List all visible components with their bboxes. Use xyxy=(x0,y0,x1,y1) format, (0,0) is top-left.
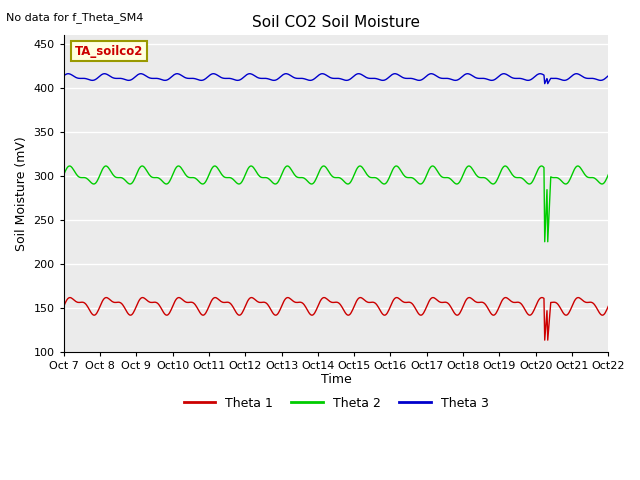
X-axis label: Time: Time xyxy=(321,373,351,386)
Line: Theta 1: Theta 1 xyxy=(64,298,608,340)
Theta 2 xyxy=(604,172,612,178)
Text: No data for f_Theta_SM4: No data for f_Theta_SM4 xyxy=(6,12,144,23)
Theta 3 xyxy=(180,74,188,80)
Theta 3 xyxy=(541,81,548,86)
Theta 1 xyxy=(60,303,68,309)
Theta 2 xyxy=(541,239,548,245)
Title: Soil CO2 Soil Moisture: Soil CO2 Soil Moisture xyxy=(252,15,420,30)
Theta 1 xyxy=(541,337,548,343)
Theta 1 xyxy=(435,298,442,304)
Theta 3 xyxy=(65,71,72,77)
Theta 1 xyxy=(328,300,335,305)
Theta 1 xyxy=(502,295,509,300)
Theta 2 xyxy=(328,173,336,179)
Theta 3 xyxy=(204,74,211,80)
Theta 2 xyxy=(180,169,188,175)
Line: Theta 3: Theta 3 xyxy=(64,74,608,84)
Theta 2 xyxy=(556,177,564,182)
Text: TA_soilco2: TA_soilco2 xyxy=(75,45,143,58)
Theta 1 xyxy=(381,312,388,318)
Theta 1 xyxy=(556,304,564,310)
Theta 2 xyxy=(66,163,74,169)
Theta 3 xyxy=(556,76,564,82)
Theta 1 xyxy=(604,303,612,309)
Theta 2 xyxy=(381,181,389,187)
Theta 2 xyxy=(204,176,211,181)
Theta 2 xyxy=(435,170,443,176)
Legend: Theta 1, Theta 2, Theta 3: Theta 1, Theta 2, Theta 3 xyxy=(179,392,493,415)
Theta 1 xyxy=(179,298,187,303)
Line: Theta 2: Theta 2 xyxy=(64,166,608,242)
Theta 1 xyxy=(203,309,211,314)
Theta 3 xyxy=(604,73,612,79)
Theta 3 xyxy=(60,73,68,79)
Theta 3 xyxy=(328,75,336,81)
Theta 3 xyxy=(381,77,389,83)
Theta 3 xyxy=(435,74,443,80)
Theta 2 xyxy=(60,172,68,178)
Y-axis label: Soil Moisture (mV): Soil Moisture (mV) xyxy=(15,136,28,251)
